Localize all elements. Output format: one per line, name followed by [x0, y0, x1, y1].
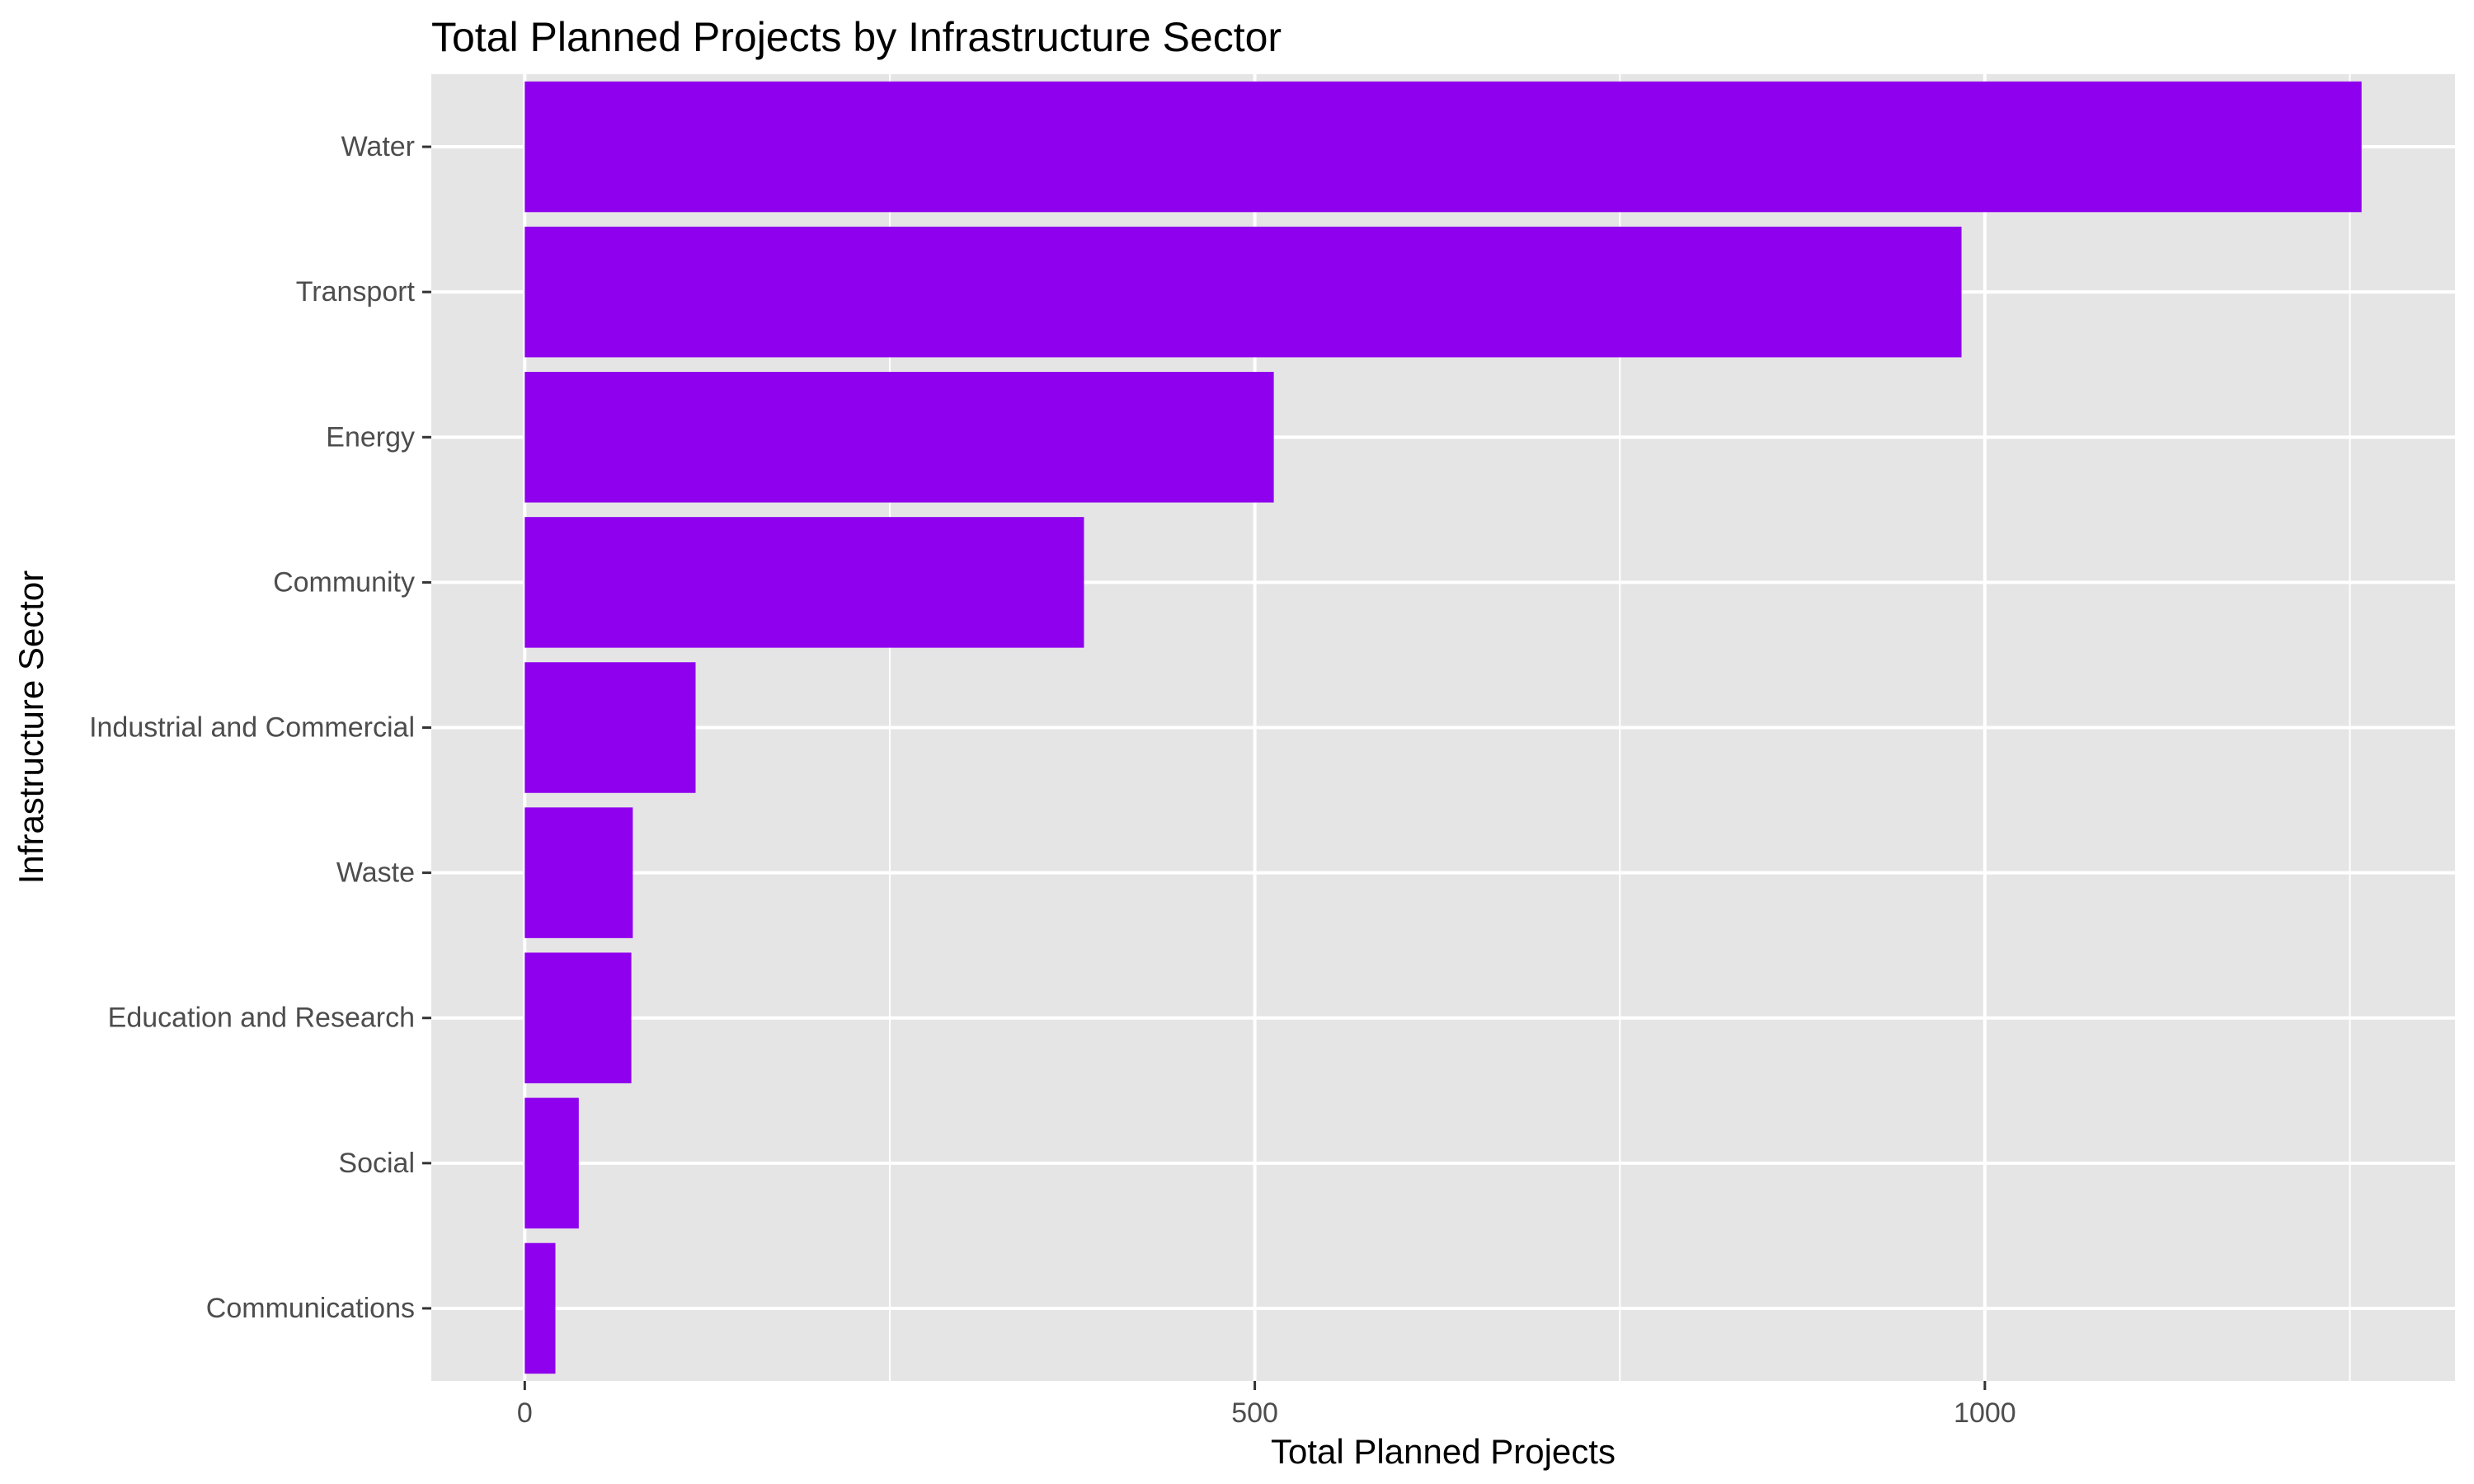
x-axis: 0 500 1000: [517, 1381, 2016, 1429]
y-tick-label: Education and Research: [108, 1003, 415, 1034]
bar-transport: [524, 226, 1962, 358]
y-tick-label: Waste: [336, 857, 415, 889]
y-tick-label: Community: [273, 566, 415, 598]
bar-energy: [524, 372, 1274, 503]
x-tick-label: 0: [517, 1397, 533, 1429]
y-tick-label: Transport: [296, 276, 416, 308]
x-tick-label: 1000: [1954, 1397, 2016, 1429]
x-tick-label: 500: [1231, 1397, 1278, 1429]
y-tick-label: Communications: [206, 1293, 415, 1324]
bar-industrial-and-commercial: [524, 662, 696, 793]
y-tick-label: Energy: [326, 421, 415, 453]
bar-water: [524, 81, 2362, 213]
y-tick-label: Social: [338, 1148, 415, 1179]
x-axis-title: Total Planned Projects: [1271, 1432, 1616, 1471]
bar-waste: [524, 807, 633, 938]
y-tick-label: Industrial and Commercial: [89, 712, 415, 744]
bar-community: [524, 517, 1084, 648]
y-axis: Water Transport Energy Community Industrial …: [89, 131, 431, 1324]
bar-education-and-research: [524, 952, 632, 1083]
bar-communications: [524, 1242, 556, 1374]
y-tick-label: Water: [341, 131, 415, 162]
bar-social: [524, 1097, 579, 1229]
y-axis-title: Infrastructure Sector: [12, 571, 50, 884]
chart-title: Total Planned Projects by Infrastructure…: [431, 14, 1282, 60]
bars: [524, 81, 2362, 1374]
